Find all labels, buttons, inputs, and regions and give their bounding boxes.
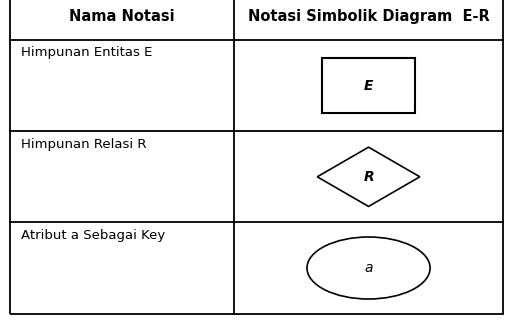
Bar	[322, 58, 415, 113]
Text: Atribut a Sebagai Key: Atribut a Sebagai Key	[21, 229, 165, 242]
Text: Nama Notasi: Nama Notasi	[69, 9, 175, 24]
Text: Himpunan Entitas E: Himpunan Entitas E	[21, 46, 152, 60]
Text: Notasi Simbolik Diagram  E-R: Notasi Simbolik Diagram E-R	[248, 9, 489, 24]
Text: R: R	[363, 170, 374, 184]
Text: E: E	[364, 79, 373, 92]
Text: a: a	[364, 261, 373, 275]
Text: Himpunan Relasi R: Himpunan Relasi R	[21, 138, 146, 151]
